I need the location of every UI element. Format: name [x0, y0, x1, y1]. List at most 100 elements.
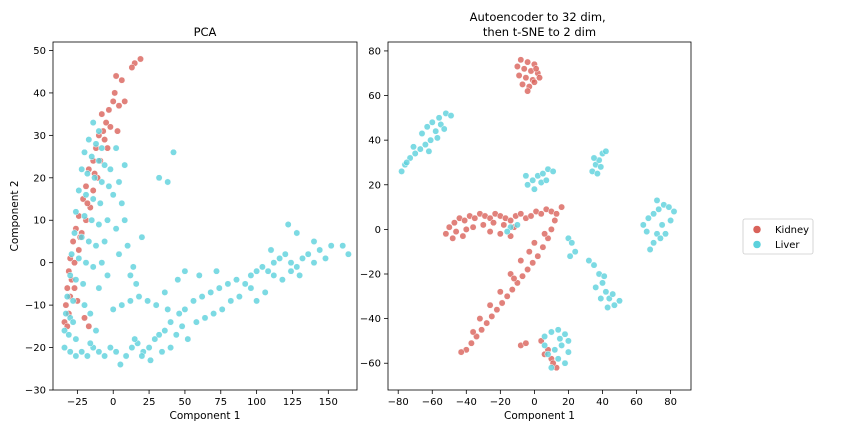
- pca-point-liver: [61, 344, 68, 352]
- tsne-point-kidney: [519, 272, 526, 280]
- tsne-point-liver: [610, 301, 618, 309]
- tsne-y-tick-label: −20: [360, 270, 381, 281]
- pca-point-liver: [65, 331, 73, 339]
- pca-point-liver: [278, 276, 286, 284]
- pca-point-liver: [267, 246, 275, 254]
- tsne-x-tick-label: 0: [531, 397, 537, 408]
- pca-point-liver: [116, 361, 124, 368]
- tsne-point-kidney: [478, 326, 486, 334]
- tsne-point-kidney: [513, 63, 521, 70]
- tsne-point-liver: [658, 221, 666, 229]
- tsne-point-liver: [564, 348, 572, 356]
- tsne-point-liver: [656, 234, 664, 242]
- tsne-point-kidney: [469, 223, 477, 231]
- tsne-point-liver: [416, 145, 424, 153]
- pca-point-liver: [164, 305, 172, 313]
- tsne-point-liver: [418, 130, 426, 137]
- pca-x-label: Component 1: [170, 410, 241, 422]
- tsne-point-liver: [551, 346, 559, 354]
- tsne-point-liver: [423, 123, 431, 131]
- tsne-point-liver: [655, 205, 663, 213]
- tsne-point-kidney: [558, 203, 566, 211]
- tsne-point-liver: [653, 196, 661, 204]
- pca-point-liver: [91, 174, 99, 182]
- pca-point-kidney: [104, 144, 111, 152]
- pca-y-tick-label: 40: [33, 88, 46, 99]
- tsne-point-liver: [670, 208, 678, 215]
- tsne-point-kidney: [519, 80, 526, 88]
- tsne-point-liver: [561, 330, 569, 338]
- pca-point-liver: [276, 254, 284, 262]
- pca-point-liver: [235, 293, 243, 301]
- tsne-point-kidney: [467, 339, 475, 347]
- tsne-point-liver: [432, 127, 440, 135]
- pca-point-liver: [82, 259, 90, 267]
- tsne-point-liver: [398, 167, 406, 175]
- pca-point-liver: [253, 267, 261, 275]
- tsne-point-liver: [539, 170, 547, 178]
- pca-point-liver: [152, 301, 160, 309]
- pca-point-liver: [247, 271, 255, 279]
- tsne-points: [398, 56, 678, 372]
- pca-panel: −25 0 25 50 75 100 125 150 −30 −20 −10 0 10 20 30 40 50…: [9, 25, 358, 422]
- pca-point-kidney: [121, 97, 129, 105]
- pca-point-liver: [95, 157, 103, 165]
- pca-point-liver: [264, 267, 272, 275]
- pca-point-liver: [198, 293, 206, 301]
- tsne-point-liver: [602, 288, 610, 296]
- pca-point-liver: [145, 344, 153, 352]
- pca-point-liver: [293, 229, 301, 237]
- pca-point-liver: [104, 216, 111, 224]
- tsne-x-tick-label: 40: [596, 397, 609, 408]
- tsne-point-kidney: [527, 212, 535, 220]
- tsne-point-liver: [650, 210, 658, 218]
- pca-point-liver: [190, 297, 197, 305]
- pca-point-liver: [92, 242, 100, 250]
- pca-point-liver: [164, 178, 172, 186]
- tsne-point-liver: [590, 154, 598, 162]
- pca-point-kidney: [114, 127, 121, 135]
- pca-point-liver: [175, 310, 183, 318]
- pca-y-tick-label: 10: [33, 216, 46, 227]
- tsne-point-kidney: [524, 58, 532, 66]
- pca-y-tick-label: 50: [33, 46, 46, 57]
- tsne-point-kidney: [476, 315, 484, 323]
- pca-point-liver: [233, 276, 240, 284]
- pca-point-kidney: [137, 55, 144, 63]
- pca-point-liver: [181, 305, 189, 313]
- pca-y-ticks: −30 −20 −10 0 10 20 30 40 50: [25, 46, 53, 397]
- pca-point-kidney: [101, 136, 109, 144]
- tsne-point-kidney: [537, 210, 545, 218]
- pca-point-liver: [270, 259, 278, 267]
- tsne-point-kidney: [488, 312, 496, 320]
- tsne-point-kidney: [479, 221, 487, 229]
- tsne-point-kidney: [459, 232, 467, 240]
- tsne-point-liver: [427, 136, 435, 144]
- tsne-point-liver: [544, 350, 552, 358]
- pca-point-liver: [86, 339, 94, 347]
- pca-point-liver: [121, 161, 129, 169]
- pca-point-liver: [201, 314, 209, 322]
- tsne-point-kidney: [547, 225, 555, 233]
- legend-label-liver: Liver: [775, 240, 800, 251]
- pca-point-liver: [124, 242, 132, 250]
- pca-point-liver: [138, 233, 146, 241]
- pca-point-liver: [112, 144, 120, 152]
- pca-point-kidney: [109, 97, 117, 105]
- tsne-point-kidney: [522, 74, 530, 82]
- pca-point-liver: [81, 301, 88, 309]
- tsne-point-kidney: [498, 299, 506, 307]
- pca-point-liver: [101, 352, 109, 360]
- pca-point-liver: [174, 276, 182, 284]
- pca-point-liver: [299, 254, 306, 262]
- tsne-y-ticks: −60 −40 −20 0 20 40 60 80: [360, 46, 388, 370]
- tsne-point-liver: [547, 328, 555, 336]
- tsne-point-liver: [547, 364, 555, 372]
- pca-point-liver: [181, 267, 189, 275]
- pca-point-liver: [121, 216, 129, 224]
- pca-point-liver: [95, 348, 103, 356]
- pca-point-liver: [81, 148, 88, 156]
- tsne-point-liver: [410, 143, 417, 151]
- pca-point-kidney: [71, 284, 78, 292]
- pca-point-liver: [207, 288, 215, 296]
